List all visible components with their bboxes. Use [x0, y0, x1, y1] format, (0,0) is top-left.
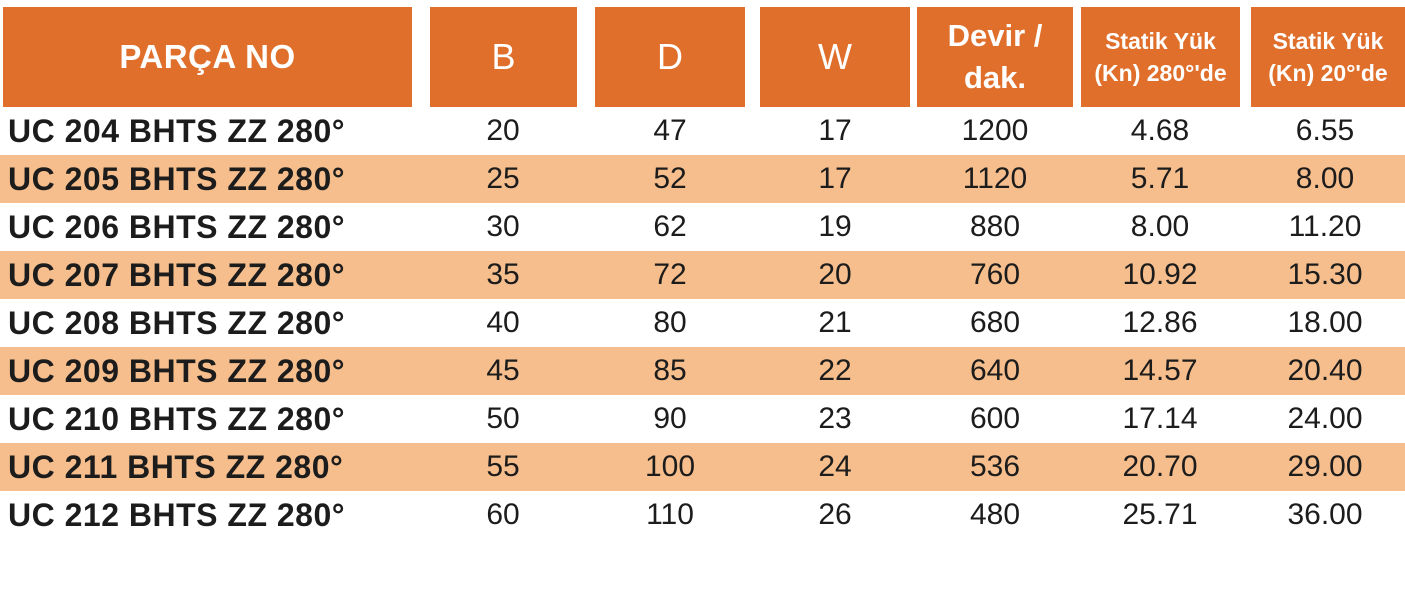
- table-row: UC 212 BHTS ZZ 280° 60 110 26 480 25.71 …: [0, 491, 1405, 539]
- statik-20-value-cell: 36.00: [1287, 498, 1363, 531]
- statik-280-value-cell: 12.86: [1122, 306, 1198, 339]
- b-value-cell: 35: [486, 258, 520, 291]
- devir-value-cell: 536: [969, 450, 1021, 483]
- part-no-cell: UC 206 BHTS ZZ 280°: [8, 208, 346, 245]
- part-no-cell: UC 212 BHTS ZZ 280°: [8, 496, 346, 533]
- d-value-cell: 100: [644, 450, 696, 483]
- b-value-cell: 20: [486, 114, 520, 147]
- statik-20-value-cell: 20.40: [1287, 354, 1363, 387]
- table-row: UC 207 BHTS ZZ 280° 35 72 20 760 10.92 1…: [0, 251, 1405, 299]
- col-header-b: B: [421, 7, 585, 107]
- d-value-cell: 90: [653, 402, 687, 435]
- statik-280-value-cell: 5.71: [1130, 162, 1190, 195]
- w-value-cell: 19: [818, 210, 852, 243]
- b-value-cell: 50: [486, 402, 520, 435]
- col-header-devir: Devir / dak.: [915, 7, 1075, 107]
- devir-value-cell: 1120: [962, 162, 1028, 195]
- w-value-cell: 21: [818, 306, 852, 339]
- devir-value-cell: 680: [969, 306, 1021, 339]
- d-value-cell: 85: [653, 354, 687, 387]
- table-row: UC 205 BHTS ZZ 280° 25 52 17 1120 5.71 8…: [0, 155, 1405, 203]
- w-value-cell: 17: [818, 114, 852, 147]
- col-header-statik-280: Statik Yük (Kn) 280°'de: [1075, 7, 1245, 107]
- d-value-cell: 62: [653, 210, 687, 243]
- col-header-d: D: [585, 7, 755, 107]
- b-value-cell: 25: [486, 162, 520, 195]
- devir-value-cell: 640: [969, 354, 1021, 387]
- devir-value-cell: 1200: [961, 114, 1029, 147]
- statik-280-value-cell: 17.14: [1122, 402, 1198, 435]
- devir-value-cell: 600: [969, 402, 1021, 435]
- statik-20-value-cell: 11.20: [1288, 210, 1362, 243]
- col-header-parca-no: PARÇA NO: [0, 7, 421, 107]
- table-header-row: PARÇA NO B D W Devir / dak. Statik Yük (…: [0, 7, 1405, 107]
- statik-280-value-cell: 4.68: [1130, 114, 1190, 147]
- table-row: UC 204 BHTS ZZ 280° 20 47 17 1200 4.68 6…: [0, 107, 1405, 155]
- table-row: UC 206 BHTS ZZ 280° 30 62 19 880 8.00 11…: [0, 203, 1405, 251]
- statik-280-value-cell: 14.57: [1122, 354, 1198, 387]
- devir-value-cell: 480: [969, 498, 1021, 531]
- statik-20-value-cell: 18.00: [1287, 306, 1363, 339]
- statik-20-value-cell: 15.30: [1287, 258, 1363, 291]
- b-value-cell: 45: [486, 354, 520, 387]
- d-value-cell: 47: [653, 114, 687, 147]
- statik-20-value-cell: 6.55: [1295, 114, 1355, 147]
- b-value-cell: 40: [486, 306, 520, 339]
- devir-value-cell: 880: [969, 210, 1021, 243]
- part-no-cell: UC 204 BHTS ZZ 280°: [8, 112, 346, 149]
- statik-20-value-cell: 29.00: [1287, 450, 1363, 483]
- w-value-cell: 26: [818, 498, 852, 531]
- table-row: UC 210 BHTS ZZ 280° 50 90 23 600 17.14 2…: [0, 395, 1405, 443]
- w-value-cell: 17: [818, 162, 852, 195]
- statik-280-value-cell: 25.71: [1122, 498, 1198, 531]
- statik-280-value-cell: 10.92: [1122, 258, 1198, 291]
- w-value-cell: 23: [818, 402, 852, 435]
- table-row: UC 211 BHTS ZZ 280° 55 100 24 536 20.70 …: [0, 443, 1405, 491]
- part-no-cell: UC 208 BHTS ZZ 280°: [8, 304, 346, 341]
- part-no-cell: UC 205 BHTS ZZ 280°: [8, 160, 346, 197]
- table-row: UC 209 BHTS ZZ 280° 45 85 22 640 14.57 2…: [0, 347, 1405, 395]
- table-row: UC 208 BHTS ZZ 280° 40 80 21 680 12.86 1…: [0, 299, 1405, 347]
- part-no-cell: UC 209 BHTS ZZ 280°: [8, 352, 346, 389]
- col-header-w: W: [755, 7, 915, 107]
- d-value-cell: 80: [653, 306, 687, 339]
- d-value-cell: 72: [653, 258, 687, 291]
- d-value-cell: 52: [653, 162, 687, 195]
- devir-value-cell: 760: [969, 258, 1021, 291]
- w-value-cell: 24: [818, 450, 852, 483]
- part-no-cell: UC 210 BHTS ZZ 280°: [8, 400, 346, 437]
- b-value-cell: 55: [486, 450, 520, 483]
- statik-20-value-cell: 24.00: [1287, 402, 1363, 435]
- b-value-cell: 60: [486, 498, 520, 531]
- w-value-cell: 22: [818, 354, 852, 387]
- d-value-cell: 110: [646, 498, 694, 531]
- part-no-cell: UC 207 BHTS ZZ 280°: [8, 256, 346, 293]
- part-no-cell: UC 211 BHTS ZZ 280°: [8, 448, 344, 485]
- statik-280-value-cell: 8.00: [1130, 210, 1190, 243]
- statik-20-value-cell: 8.00: [1295, 162, 1355, 195]
- b-value-cell: 30: [486, 210, 520, 243]
- col-header-statik-20: Statik Yük (Kn) 20°'de: [1245, 7, 1405, 107]
- w-value-cell: 20: [818, 258, 852, 291]
- statik-280-value-cell: 20.70: [1122, 450, 1198, 483]
